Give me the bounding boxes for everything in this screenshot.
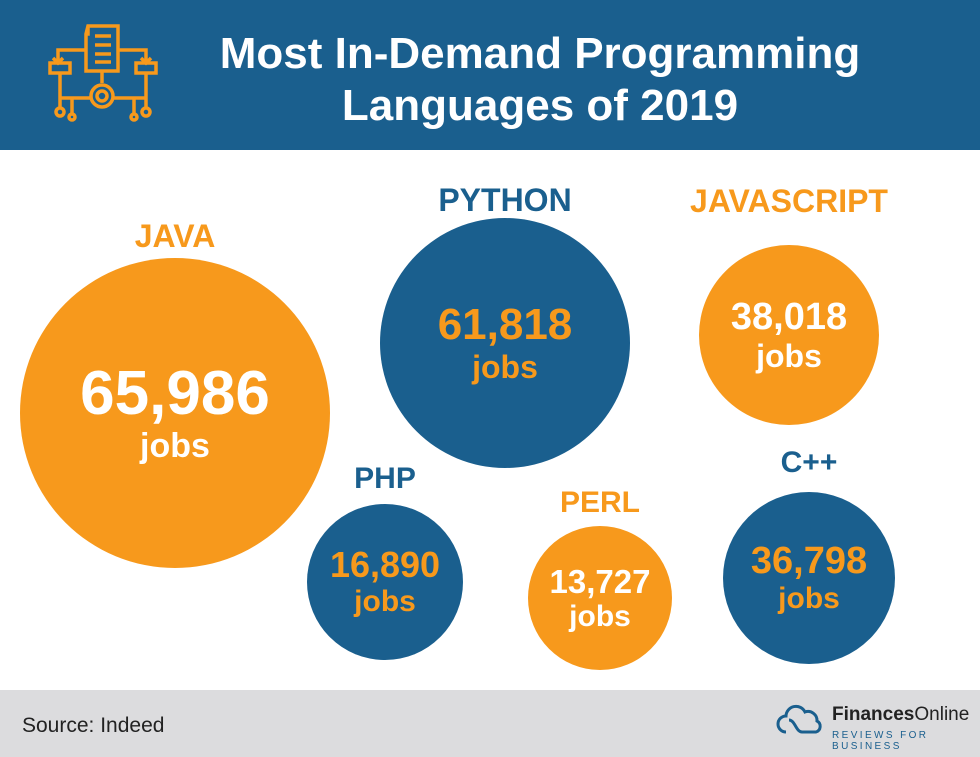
- bubble-label: PYTHON: [438, 182, 572, 218]
- bubble: 38,018 jobs: [699, 245, 879, 425]
- bubble: 16,890 jobs: [307, 504, 463, 660]
- source-text: Source: Indeed: [22, 714, 165, 737]
- bubble: 65,986 jobs: [20, 258, 330, 568]
- bubble-label: JAVA: [134, 218, 216, 254]
- bubble-unit: jobs: [756, 338, 822, 374]
- workflow-gear-icon: [48, 24, 158, 122]
- cloud-logo-icon: [776, 704, 822, 734]
- bubble-value: 13,727: [549, 562, 651, 600]
- header-banner: Most In-Demand Programming Languages of …: [0, 0, 980, 150]
- bubble-unit: jobs: [472, 349, 538, 385]
- bubble: 13,727 jobs: [528, 526, 672, 670]
- bubble-value: 61,818: [437, 300, 573, 349]
- bubble-unit: jobs: [140, 427, 210, 465]
- bubble-label: C++: [780, 446, 838, 479]
- bubble: 36,798 jobs: [723, 492, 895, 664]
- brand-name: FinancesOnline: [832, 704, 970, 725]
- footer: Source: Indeed FinancesOnline REVIEWS FO…: [0, 690, 980, 757]
- bubble-unit: jobs: [778, 582, 840, 615]
- bubble-label: JAVASCRIPT: [690, 183, 888, 219]
- bubble-value: 16,890: [329, 544, 441, 585]
- bubble-value: 38,018: [730, 296, 848, 338]
- bubble: 61,818 jobs: [380, 218, 630, 468]
- bubble-unit: jobs: [569, 599, 631, 633]
- page-title: Most In-Demand Programming Languages of …: [219, 29, 861, 130]
- bubble-value: 36,798: [750, 540, 868, 582]
- bubble-unit: jobs: [354, 585, 416, 618]
- bubble-value: 65,986: [80, 359, 270, 428]
- brand-tagline: REVIEWS FOR BUSINESS: [832, 730, 929, 752]
- bubble-label: PERL: [559, 486, 640, 519]
- bubble-label: PHP: [354, 462, 416, 495]
